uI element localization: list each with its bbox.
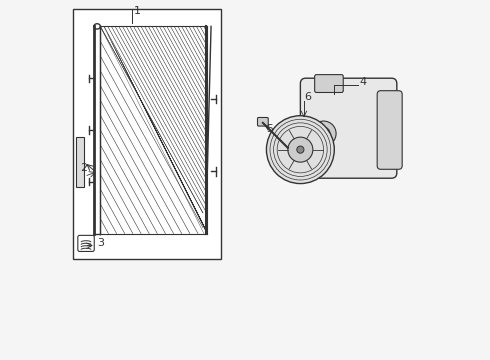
Circle shape <box>317 127 330 140</box>
FancyBboxPatch shape <box>258 117 268 126</box>
Circle shape <box>288 137 313 162</box>
Circle shape <box>297 146 304 153</box>
Text: 4: 4 <box>359 77 367 87</box>
Text: 5: 5 <box>267 124 273 134</box>
FancyBboxPatch shape <box>377 91 402 169</box>
Bar <box>73 9 221 258</box>
FancyBboxPatch shape <box>315 75 343 93</box>
Ellipse shape <box>94 24 100 29</box>
Bar <box>76 137 84 187</box>
Circle shape <box>267 116 334 184</box>
Text: 3: 3 <box>97 238 104 248</box>
Text: 1: 1 <box>134 6 141 16</box>
Circle shape <box>311 121 336 146</box>
Text: 2: 2 <box>80 163 87 173</box>
Text: 6: 6 <box>304 92 311 102</box>
FancyBboxPatch shape <box>78 235 94 251</box>
FancyBboxPatch shape <box>300 78 397 178</box>
